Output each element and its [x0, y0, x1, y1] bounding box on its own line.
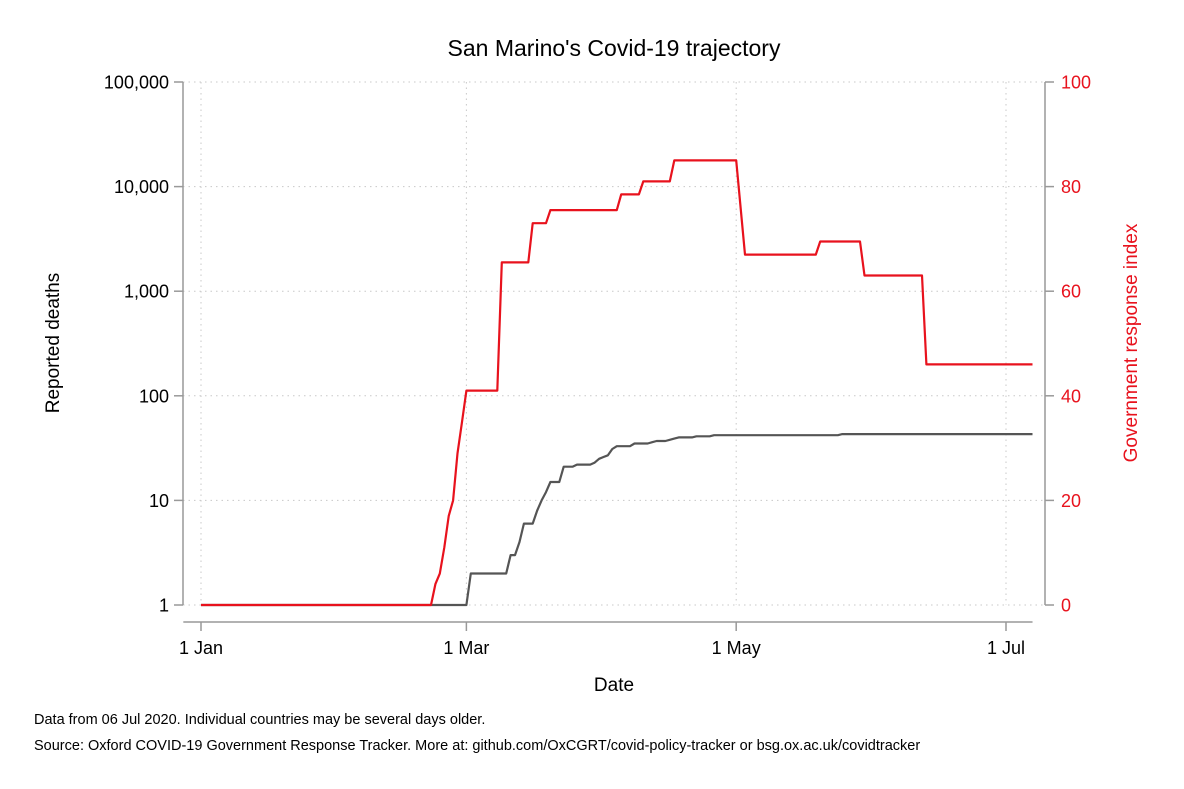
- y2-tick-label: 0: [1061, 596, 1071, 616]
- x-tick-label: 1 Jan: [179, 638, 223, 658]
- y-axis-label: Reported deaths: [43, 273, 64, 414]
- left-axis-ticks: 1 10 100 1,000 10,000 100,000: [104, 73, 183, 616]
- axes: [182, 82, 1046, 623]
- x-tick-label: 1 Jul: [987, 638, 1025, 658]
- y-tick-label: 100,000: [104, 73, 169, 93]
- source-note: Source: Oxford COVID-19 Government Respo…: [34, 738, 921, 754]
- y-tick-label: 10,000: [114, 177, 169, 197]
- grid-lines: [183, 81, 1045, 606]
- y-tick-label: 1: [159, 596, 169, 616]
- y2-tick-label: 80: [1061, 177, 1081, 197]
- right-axis-ticks: 0 20 40 60 80 100: [1045, 73, 1091, 616]
- x-tick-label: 1 May: [712, 638, 761, 658]
- y-tick-label: 10: [149, 491, 169, 511]
- series-lines: [201, 159, 1033, 607]
- y2-tick-label: 60: [1061, 282, 1081, 302]
- x-axis-ticks: 1 Jan 1 Mar 1 May 1 Jul: [179, 622, 1025, 658]
- y2-tick-label: 40: [1061, 386, 1081, 406]
- y2-tick-label: 100: [1061, 73, 1091, 93]
- y2-tick-label: 20: [1061, 491, 1081, 511]
- chart-title: San Marino's Covid-19 trajectory: [448, 35, 781, 61]
- data-date-note: Data from 06 Jul 2020. Individual countr…: [34, 712, 486, 728]
- covid-trajectory-chart: San Marino's Covid-19 trajectory 1101001…: [43, 35, 1142, 696]
- y-tick-label: 1,000: [124, 282, 169, 302]
- deaths-line: [201, 433, 1033, 607]
- x-tick-label: 1 Mar: [443, 638, 489, 658]
- response-index-line: [201, 159, 1033, 607]
- y-tick-label: 100: [139, 386, 169, 406]
- x-axis-label: Date: [594, 675, 634, 696]
- y2-axis-label: Government response index: [1121, 223, 1142, 462]
